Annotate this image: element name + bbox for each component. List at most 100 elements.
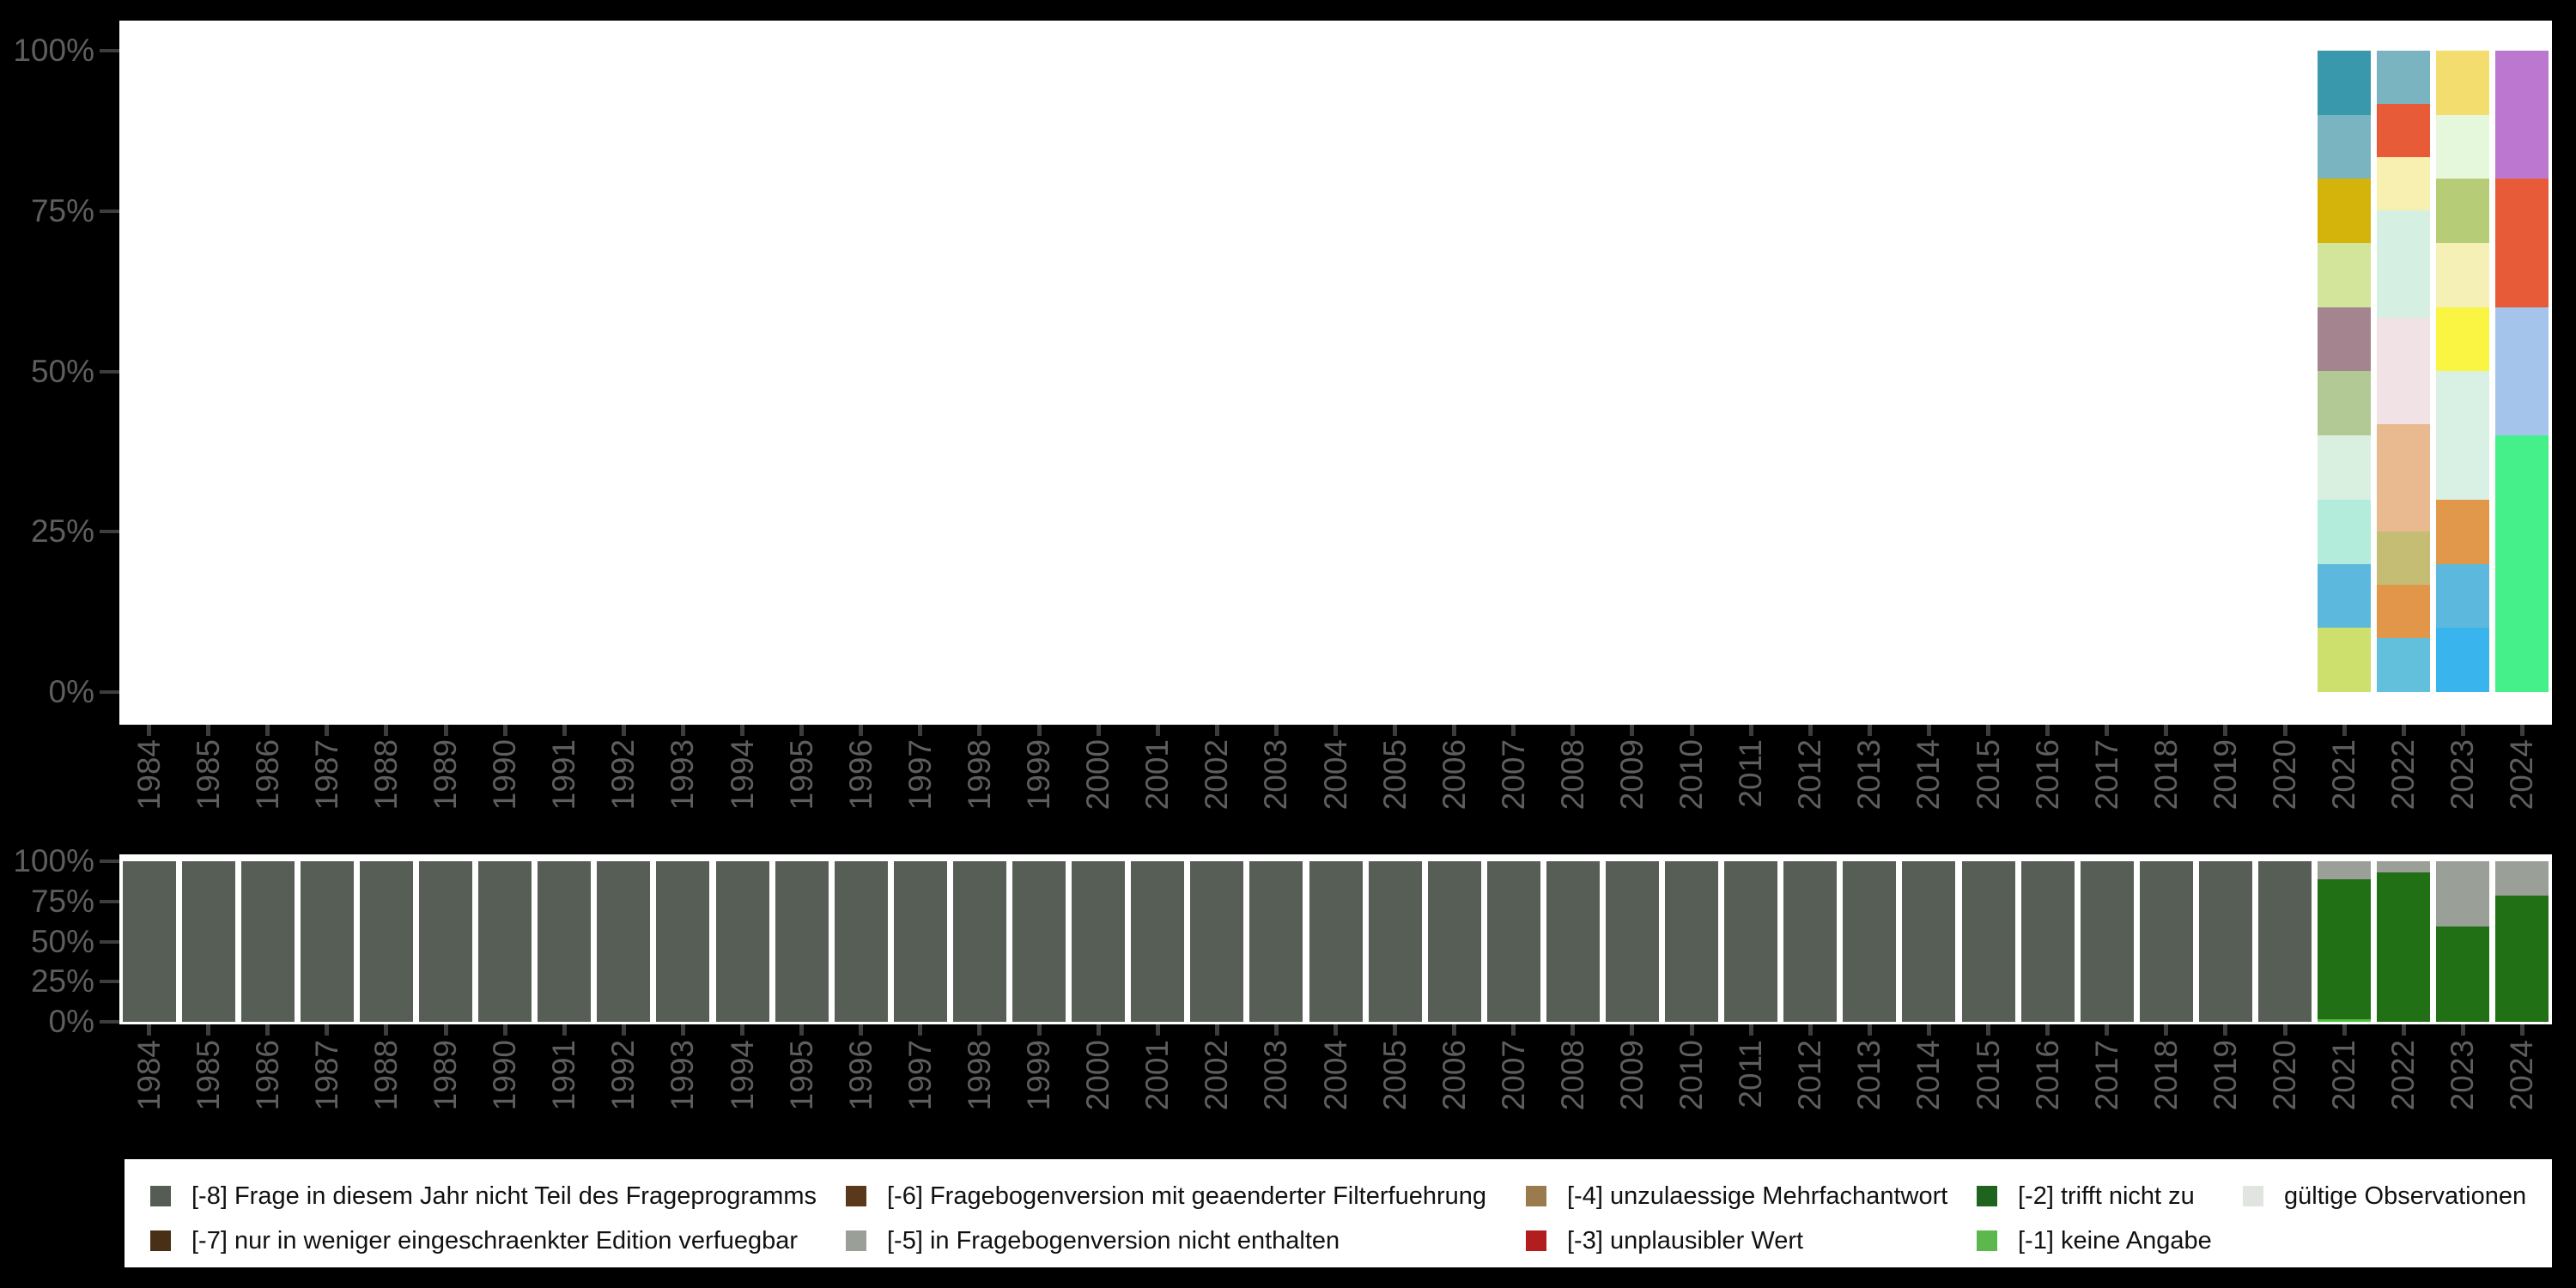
bar-segment (2198, 861, 2252, 1022)
y-axis-label: 100% (13, 843, 94, 878)
bar-2019 (2198, 861, 2252, 1022)
y-axis-tick (100, 530, 119, 534)
bar-segment (597, 861, 651, 1022)
x-axis-tick (1452, 725, 1457, 736)
year-label-2016: 2016 (2029, 1040, 2065, 1111)
bar-2021 (2318, 861, 2372, 1022)
year-label-1996: 1996 (842, 1040, 878, 1111)
x-axis-tick (1155, 1024, 1160, 1036)
x-axis-tick (1571, 1024, 1576, 1036)
x-axis-tick (2105, 725, 2110, 736)
bar-segment (2318, 628, 2372, 692)
bar-2013 (1843, 861, 1897, 1022)
bar-segment (656, 861, 710, 1022)
year-label-1991: 1991 (546, 739, 582, 811)
bar-segment (1665, 861, 1719, 1022)
bar-2008 (1546, 861, 1600, 1022)
x-axis-tick (1807, 725, 1813, 736)
year-label-2010: 2010 (1674, 739, 1710, 811)
bar-segment (2377, 424, 2431, 532)
bar-segment (419, 861, 473, 1022)
year-label-1988: 1988 (368, 1040, 404, 1111)
x-axis-tick (859, 1024, 864, 1036)
y-axis-tick (100, 939, 119, 944)
year-label-1997: 1997 (902, 739, 938, 811)
year-label-2024: 2024 (2504, 1040, 2540, 1111)
bar-2022 (2377, 51, 2431, 692)
year-label-2015: 2015 (1970, 739, 2006, 811)
year-label-1996: 1996 (842, 739, 878, 811)
x-axis-tick (1630, 1024, 1635, 1036)
bar-1987 (300, 861, 354, 1022)
x-axis-tick (384, 1024, 389, 1036)
x-axis-tick (1096, 1024, 1101, 1036)
bar-2009 (1605, 861, 1659, 1022)
x-axis-tick (1807, 1024, 1813, 1036)
year-label-1984: 1984 (131, 739, 167, 811)
x-axis-tick (680, 1024, 685, 1036)
bar-segment (2436, 371, 2490, 500)
year-label-2012: 2012 (1792, 739, 1828, 811)
year-label-2018: 2018 (2148, 739, 2184, 811)
year-label-2007: 2007 (1495, 739, 1531, 811)
x-axis-tick (1393, 1024, 1398, 1036)
x-axis-tick (1748, 1024, 1753, 1036)
bar-2016 (2020, 861, 2075, 1022)
y-axis-label: 100% (13, 33, 94, 68)
bar-segment (538, 861, 592, 1022)
x-axis-tick (621, 1024, 626, 1036)
bar-segment (2436, 51, 2490, 115)
x-axis-tick (502, 1024, 507, 1036)
x-axis-tick (2105, 1024, 2110, 1036)
x-axis-tick (2223, 725, 2228, 736)
bar-2018 (2139, 861, 2193, 1022)
x-axis-tick (2342, 1024, 2347, 1036)
year-label-1990: 1990 (487, 739, 523, 811)
bar-segment (2436, 628, 2490, 692)
y-axis-tick (100, 369, 119, 374)
bar-1993 (656, 861, 710, 1022)
x-axis-tick (1214, 1024, 1219, 1036)
bar-segment (1072, 861, 1126, 1022)
x-axis-tick (502, 725, 507, 736)
bar-segment (2436, 926, 2490, 1022)
x-axis-tick (2282, 1024, 2287, 1036)
year-label-2013: 2013 (1851, 1040, 1887, 1111)
x-axis-tick (1511, 1024, 1516, 1036)
year-label-2012: 2012 (1792, 1040, 1828, 1111)
bar-segment (1486, 861, 1540, 1022)
bar-segment (2377, 532, 2431, 586)
x-axis-tick (147, 1024, 152, 1036)
year-label-1997: 1997 (902, 1040, 938, 1111)
bar-segment (2318, 878, 2372, 1019)
year-label-2020: 2020 (2267, 739, 2303, 811)
x-axis-tick (1926, 725, 1931, 736)
bar-2017 (2080, 861, 2134, 1022)
bar-segment (2436, 499, 2490, 564)
x-axis-tick (2045, 725, 2050, 736)
year-label-1988: 1988 (368, 739, 404, 811)
year-label-1992: 1992 (605, 739, 641, 811)
year-label-2023: 2023 (2445, 739, 2481, 811)
x-axis-tick (1334, 725, 1338, 736)
year-label-2019: 2019 (2207, 1040, 2243, 1111)
bar-segment (2020, 861, 2075, 1022)
bar-2021 (2318, 51, 2372, 692)
bar-segment (2377, 51, 2431, 104)
x-axis-tick (2460, 1024, 2465, 1036)
year-label-2014: 2014 (1911, 1040, 1947, 1111)
bar-segment (478, 861, 532, 1022)
year-label-2021: 2021 (2326, 1040, 2362, 1111)
x-axis-tick (918, 1024, 923, 1036)
year-label-2004: 2004 (1317, 1040, 1353, 1111)
x-axis-tick (1036, 725, 1042, 736)
legend-label: [-4] unzulaessige Mehrfachantwort (1567, 1182, 1948, 1210)
legend-label: [-1] keine Angabe (2018, 1227, 2212, 1255)
year-label-1987: 1987 (308, 1040, 344, 1111)
x-axis-tick (2282, 725, 2287, 736)
x-axis-tick (1452, 1024, 1457, 1036)
y-axis-label: 0% (48, 674, 94, 709)
x-axis-tick (2401, 1024, 2406, 1036)
year-label-2001: 2001 (1139, 1040, 1176, 1111)
x-axis-tick (2164, 1024, 2169, 1036)
